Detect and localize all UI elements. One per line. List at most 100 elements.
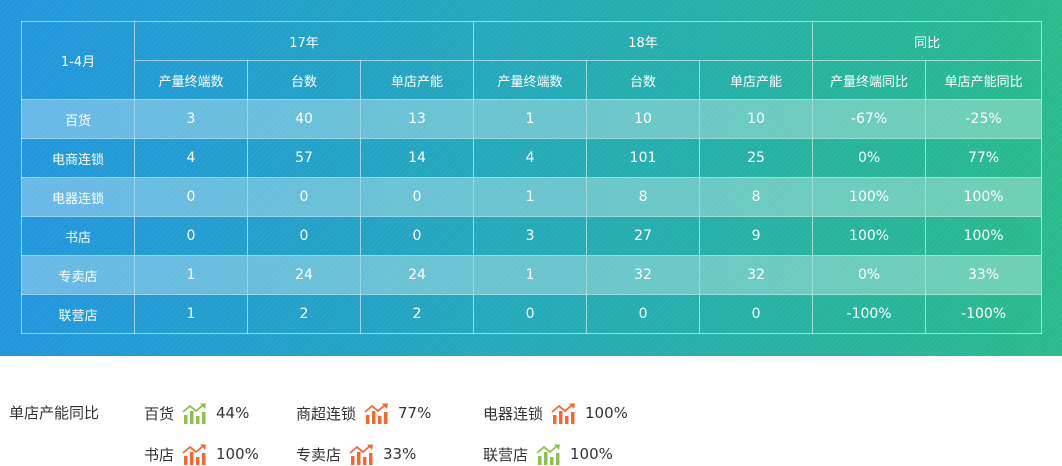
- row-label: 电器连锁: [21, 177, 135, 217]
- column-header: 台数: [247, 60, 361, 100]
- column-header: 产量终端同比: [812, 60, 927, 100]
- legend-item: 书店 100%: [144, 442, 259, 466]
- table-row: 电商连锁 4 57 14 4 101 25 0% 77%: [21, 138, 1043, 178]
- table-cell: 10: [586, 99, 701, 139]
- table-cell: 100%: [925, 177, 1043, 217]
- table-banner: 1-4月 17年 18年 同比 产量终端数 台数 单店产能 产量终端数 台数 单…: [0, 0, 1062, 356]
- table-cell: -100%: [925, 294, 1043, 334]
- legend-item-name: 电器连锁: [483, 404, 544, 423]
- table-cell: 1: [473, 255, 588, 295]
- table-row: 联营店 1 2 2 0 0 0 -100% -100%: [21, 294, 1043, 334]
- table-cell: 0: [699, 294, 814, 334]
- table-cell: 100%: [812, 177, 927, 217]
- row-label: 专卖店: [21, 255, 135, 295]
- table-cell: 4: [134, 138, 248, 178]
- table-cell: 4: [473, 138, 588, 178]
- table-cell: 3: [134, 99, 248, 139]
- column-header: 产量终端数: [473, 60, 588, 100]
- table-cell: 100%: [812, 216, 927, 256]
- table-row: 电器连锁 0 0 0 1 8 8 100% 100%: [21, 177, 1043, 217]
- legend-item-value: 33%: [383, 445, 417, 463]
- group-header-18: 18年: [473, 21, 814, 61]
- table-cell: 1: [473, 177, 588, 217]
- table-row: 百货 3 40 13 1 10 10 -67% -25%: [21, 99, 1043, 139]
- group-header-yoy: 同比: [812, 21, 1043, 61]
- legend-item-name: 书店: [144, 445, 175, 464]
- row-label: 电商连锁: [21, 138, 135, 178]
- table-cell: -25%: [925, 99, 1043, 139]
- table-cell: 1: [134, 294, 248, 334]
- table-cell: 0: [247, 177, 361, 217]
- row-label: 百货: [21, 99, 135, 139]
- table-cell: 27: [586, 216, 701, 256]
- table-cell: 14: [359, 138, 475, 178]
- column-header: 单店产能: [699, 60, 814, 100]
- row-label: 书店: [21, 216, 135, 256]
- table-cell: 1: [473, 99, 588, 139]
- table-cell: 32: [699, 255, 814, 295]
- table-cell: 24: [359, 255, 475, 295]
- table-cell: 2: [359, 294, 475, 334]
- table-cell: 2: [247, 294, 361, 334]
- stats-table: 1-4月 17年 18年 同比 产量终端数 台数 单店产能 产量终端数 台数 单…: [21, 21, 1043, 334]
- legend-item-name: 商超连锁: [296, 404, 357, 423]
- trend-chart-icon: [551, 403, 576, 424]
- table-cell: 100%: [925, 216, 1043, 256]
- trend-chart-icon: [349, 444, 374, 465]
- table-cell: 0%: [812, 255, 927, 295]
- legend-item-name: 联营店: [483, 445, 529, 464]
- table-cell: -100%: [812, 294, 927, 334]
- table-cell: 32: [586, 255, 701, 295]
- table-row: 书店 0 0 0 3 27 9 100% 100%: [21, 216, 1043, 256]
- legend-item-value: 100%: [216, 445, 259, 463]
- legend-item-name: 百货: [144, 404, 175, 423]
- table-cell: 25: [699, 138, 814, 178]
- table-cell: 13: [359, 99, 475, 139]
- column-header: 产量终端数: [134, 60, 248, 100]
- table-row: 专卖店 1 24 24 1 32 32 0% 33%: [21, 255, 1043, 295]
- table-cell: 0: [247, 216, 361, 256]
- table-cell: 77%: [925, 138, 1043, 178]
- table-cell: 10: [699, 99, 814, 139]
- legend-title: 单店产能同比: [9, 404, 100, 422]
- trend-chart-icon: [182, 403, 207, 424]
- corner-header: 1-4月: [21, 21, 135, 100]
- legend-item-value: 100%: [570, 445, 613, 463]
- table-cell: 24: [247, 255, 361, 295]
- table-cell: 33%: [925, 255, 1043, 295]
- table-cell: 57: [247, 138, 361, 178]
- trend-chart-icon: [364, 403, 389, 424]
- legend-item: 百货 44%: [144, 401, 249, 425]
- table-cell: 9: [699, 216, 814, 256]
- table-cell: 0: [134, 177, 248, 217]
- legend-item-value: 44%: [216, 404, 250, 422]
- legend-item-value: 77%: [398, 404, 432, 422]
- column-header: 单店产能同比: [925, 60, 1043, 100]
- table-cell: 0: [359, 216, 475, 256]
- table-cell: 1: [134, 255, 248, 295]
- table-cell: 101: [586, 138, 701, 178]
- table-cell: -67%: [812, 99, 927, 139]
- group-header-17: 17年: [133, 21, 475, 61]
- table-cell: 8: [586, 177, 701, 217]
- table-cell: 0: [586, 294, 701, 334]
- table-cell: 0: [359, 177, 475, 217]
- column-header: 台数: [586, 60, 701, 100]
- trend-chart-icon: [536, 444, 561, 465]
- table-cell: 8: [699, 177, 814, 217]
- legend-item-value: 100%: [585, 404, 628, 422]
- table-cell: 40: [247, 99, 361, 139]
- column-header: 单店产能: [359, 60, 475, 100]
- table-cell: 0%: [812, 138, 927, 178]
- table-cell: 3: [473, 216, 588, 256]
- row-label: 联营店: [21, 294, 135, 334]
- legend-item: 电器连锁 100%: [483, 401, 628, 425]
- legend-item: 联营店 100%: [483, 442, 613, 466]
- legend-item: 商超连锁 77%: [296, 401, 431, 425]
- trend-chart-icon: [182, 444, 207, 465]
- table-cell: 0: [134, 216, 248, 256]
- yoy-legend: 单店产能同比 百货 44% 商超连锁 77% 电器连锁 100% 书店 100%…: [0, 356, 1062, 466]
- table-cell: 0: [473, 294, 588, 334]
- legend-item-name: 专卖店: [296, 445, 342, 464]
- legend-item: 专卖店 33%: [296, 442, 416, 466]
